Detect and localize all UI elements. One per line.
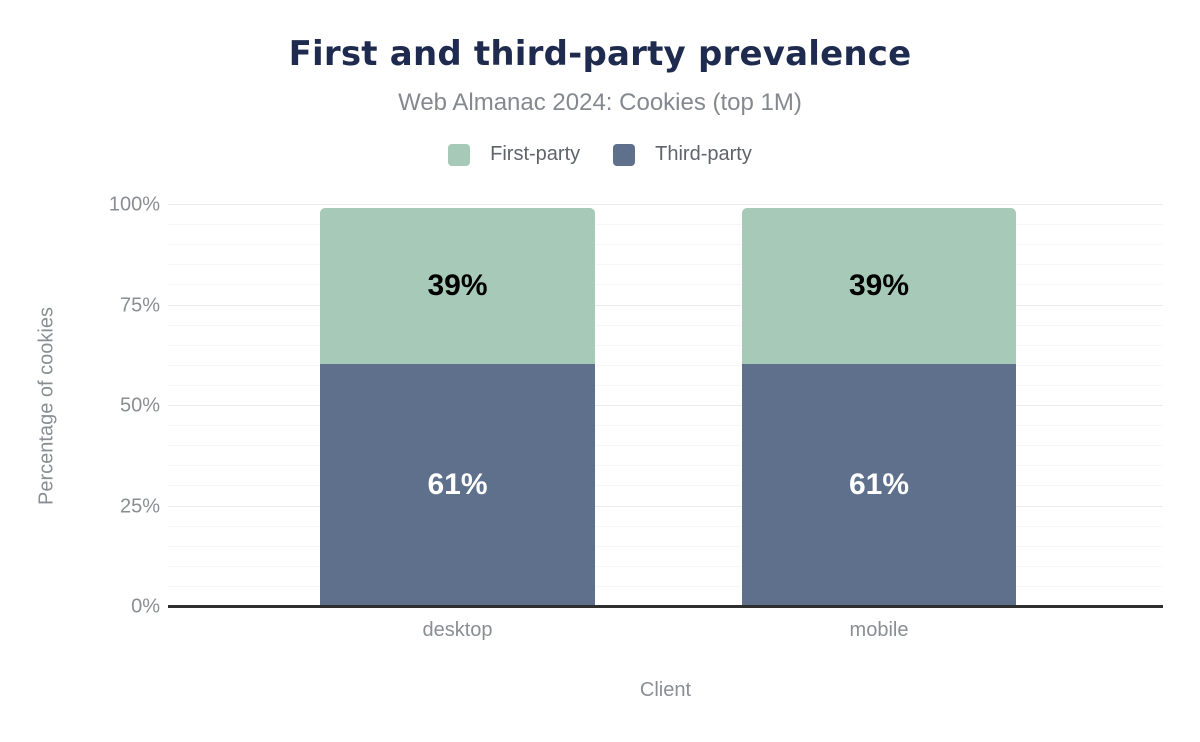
minor-gridline	[168, 264, 1163, 266]
minor-gridline	[168, 384, 1163, 386]
minor-gridline	[168, 585, 1163, 587]
major-gridline	[168, 204, 1163, 205]
bar-segment-desktop-first-party[interactable]: 39%	[320, 208, 595, 364]
bar-segment-mobile-first-party[interactable]: 39%	[742, 208, 1016, 364]
legend: First-party Third-party	[0, 143, 1200, 166]
minor-gridline	[168, 445, 1163, 447]
chart-title: First and third-party prevalence	[288, 34, 912, 74]
minor-gridline	[168, 565, 1163, 567]
y-axis-ticks: 0% 25% 50% 75% 100%	[0, 194, 160, 618]
minor-gridline	[168, 224, 1163, 226]
bar-desktop[interactable]: 39% 61%	[320, 208, 595, 607]
minor-gridline	[168, 545, 1163, 547]
x-tick-label-desktop: desktop	[422, 619, 493, 641]
minor-gridline	[168, 364, 1163, 366]
x-tick-label-mobile: mobile	[849, 619, 909, 641]
legend-item-third-party[interactable]: Third-party	[613, 143, 752, 166]
plot-area: 39% 61% 39% 61%	[168, 204, 1163, 608]
minor-gridline	[168, 485, 1163, 487]
major-gridline	[168, 405, 1163, 406]
bar-mobile[interactable]: 39% 61%	[742, 208, 1016, 607]
minor-gridline	[168, 344, 1163, 346]
minor-gridline	[168, 465, 1163, 467]
y-tick-label: 100%	[108, 193, 160, 216]
minor-gridline	[168, 324, 1163, 326]
x-axis-line	[168, 605, 1163, 608]
legend-item-first-party[interactable]: First-party	[448, 143, 580, 166]
bar-segment-desktop-third-party[interactable]: 61%	[320, 363, 595, 607]
third-party-swatch-icon	[613, 143, 636, 166]
first-party-swatch-icon	[448, 143, 471, 166]
x-axis-ticks: desktop mobile	[168, 619, 1163, 647]
minor-gridline	[168, 244, 1163, 246]
major-gridline	[168, 304, 1163, 306]
y-tick-label: 0%	[131, 595, 160, 618]
y-tick-label: 75%	[119, 294, 160, 316]
chart-subtitle: Web Almanac 2024: Cookies (top 1M)	[398, 89, 802, 116]
x-axis-title: Client	[639, 679, 692, 701]
bar-segment-mobile-third-party[interactable]: 61%	[742, 363, 1016, 607]
minor-gridline	[168, 425, 1163, 427]
major-gridline	[168, 505, 1163, 507]
legend-label-third-party: Third-party	[655, 143, 752, 165]
minor-gridline	[168, 284, 1163, 286]
minor-gridline	[168, 525, 1163, 527]
legend-label-first-party: First-party	[490, 143, 581, 165]
y-tick-label: 50%	[119, 394, 160, 417]
y-tick-label: 25%	[119, 495, 160, 517]
